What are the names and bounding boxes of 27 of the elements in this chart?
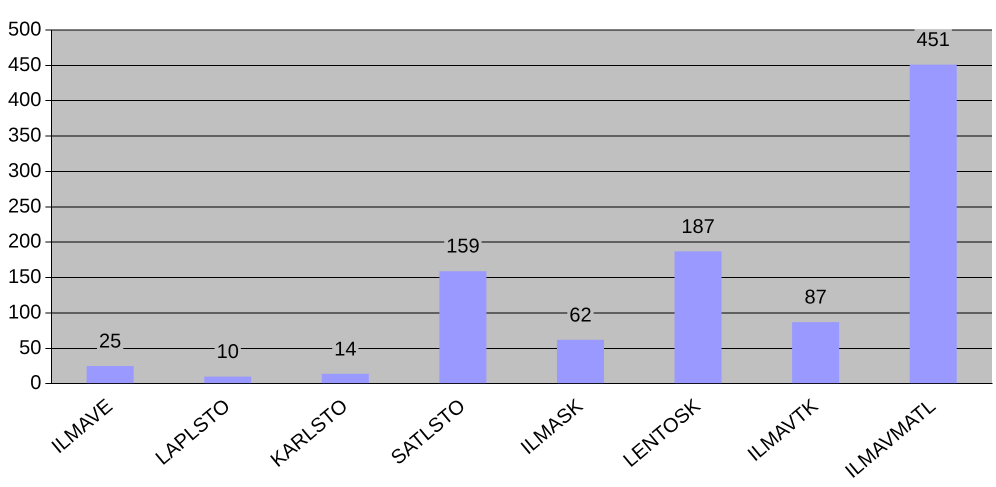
bar — [322, 374, 369, 384]
y-tick-label: 250 — [8, 195, 42, 218]
bar — [86, 366, 134, 384]
y-tick-label: 450 — [8, 54, 42, 76]
y-tick-label: 500 — [8, 18, 42, 41]
y-tick-label: 300 — [8, 160, 42, 182]
y-tick-label: 50 — [19, 336, 42, 359]
data-label: 87 — [804, 286, 827, 309]
bar — [204, 376, 252, 384]
y-tick-label: 100 — [8, 301, 42, 324]
bar — [556, 340, 604, 384]
data-label: 14 — [334, 338, 356, 360]
y-tick-label: 150 — [8, 266, 42, 288]
data-label: 187 — [681, 216, 715, 238]
bar — [439, 271, 486, 384]
data-label: 10 — [216, 341, 239, 364]
y-tick-label: 0 — [30, 372, 42, 394]
bar — [910, 64, 957, 384]
bar — [674, 251, 722, 384]
data-label: 159 — [446, 236, 480, 258]
y-tick-label: 350 — [8, 124, 42, 147]
y-tick-label: 200 — [8, 230, 42, 253]
data-label: 25 — [99, 330, 122, 352]
y-tick-label: 400 — [8, 89, 42, 112]
data-label: 451 — [916, 29, 950, 52]
data-label: 62 — [569, 304, 592, 326]
bar — [792, 322, 840, 384]
